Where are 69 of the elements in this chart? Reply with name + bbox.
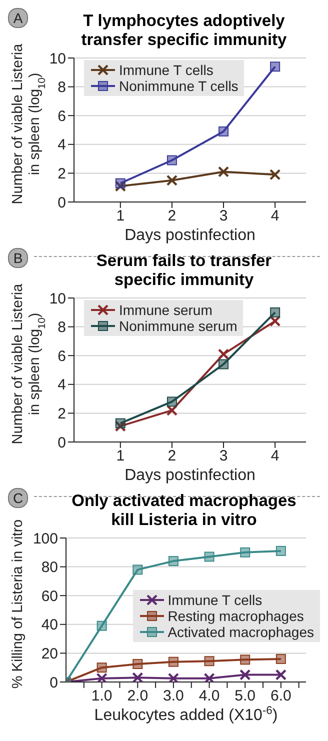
point [240,547,250,558]
x-tick-label: 5.0 [234,688,256,705]
legend-label: Immune serum [119,302,212,318]
legend-label: Immune T cells [168,592,262,608]
legend-label: Nonimmune serum [119,318,238,334]
chart-title: Serum fails to transfer specific immunity [95,252,273,290]
text: C [8,488,28,508]
y-tick-label: 40 [41,616,58,634]
chart-title: Only activated macrophages kill Listeria in vitro [70,492,298,530]
point [168,556,178,566]
x-tick-label: 3 [219,208,228,225]
point [276,546,286,556]
point [240,654,250,665]
legend-label: Resting macrophages [168,608,304,624]
x-axis-title: Days postinfection [124,227,256,244]
point [204,656,214,666]
x-tick-label: 4 [270,448,280,465]
y-tick-label: 10 [49,50,66,68]
point [96,662,107,673]
y-tick-label: 4 [58,376,66,394]
text: A [8,8,28,28]
point [96,620,107,631]
y-tick-label: 10 [49,290,66,308]
y-tick-label: 100 [32,530,58,548]
y-tick-label: 8 [58,79,66,96]
y-tick-label: 0 [58,434,66,452]
x-tick-label: 1 [116,208,125,225]
y-tick-label: 6 [58,348,66,365]
y-tick-label: 8 [58,319,66,336]
point [276,654,286,664]
point [218,126,229,136]
x-tick-label: 2 [168,208,176,225]
y-tick-label: 6 [58,108,66,125]
point [166,396,177,407]
point [115,418,126,428]
text: B [8,248,28,268]
legend-label: Immune T cells [119,62,214,78]
y-tick-label: 4 [58,136,66,154]
y-tick-label: 0 [58,194,66,212]
x-tick-label: 3 [219,448,228,465]
point [115,178,126,188]
point [166,155,177,166]
x-tick-label: 2.0 [127,688,148,705]
y-tick-label: 80 [41,559,58,576]
x-tick-label: 2 [168,448,176,465]
y-tick-label: 2 [58,166,66,183]
point [270,307,280,318]
legend-label: Nonimmune T cells [119,78,238,94]
point [132,659,143,669]
point [168,656,178,667]
point [218,359,229,370]
x-tick-label: 6.0 [270,688,292,705]
x-tick-label: 1 [116,448,125,465]
y-tick-label: 2 [58,406,66,423]
point [270,62,280,72]
point [132,564,143,575]
x-tick-label: 4 [270,208,280,225]
x-axis-title: Days postinfection [124,467,256,484]
point [204,552,214,562]
legend-label: Activated macrophages [168,624,314,640]
y-axis-title: % Killing of Listeria in vitro [10,519,26,689]
x-tick-label: 4.0 [198,688,220,705]
y-tick-label: 0 [50,674,58,692]
x-axis-title: Leukocytes added (X10$^{-6}$) [94,705,278,724]
y-tick-label: 60 [41,588,58,605]
y-tick-label: 20 [41,646,58,663]
chart-title: T lymphocytes adoptively transfer specific immunity [80,12,288,50]
x-tick-label: 1.0 [91,688,112,705]
x-tick-label: 3.0 [163,688,184,705]
